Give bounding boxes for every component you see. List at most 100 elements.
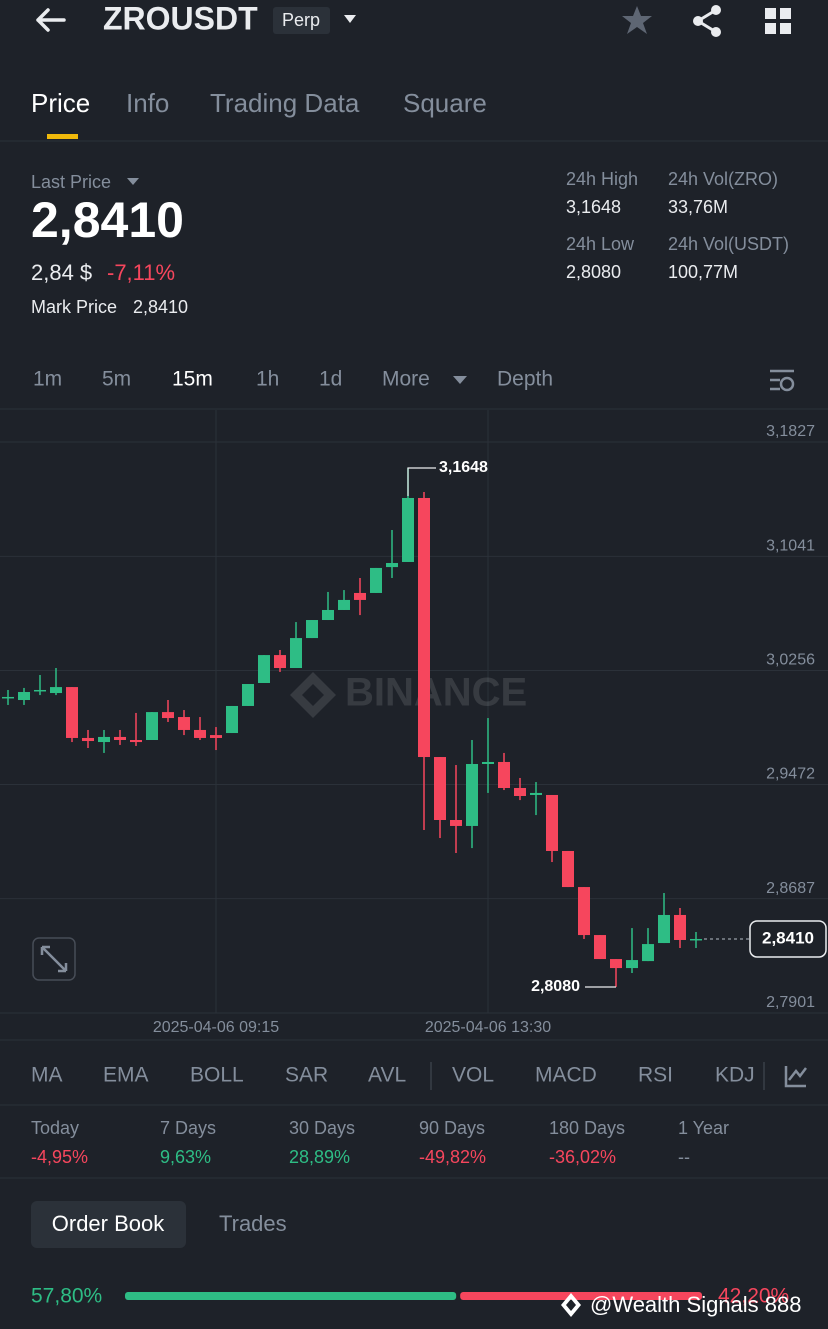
price-change: -7,11%: [107, 260, 175, 285]
chart-settings-icon[interactable]: [770, 369, 795, 392]
candle-body: [658, 914, 670, 944]
candle-body: [690, 938, 702, 941]
candle-body: [274, 655, 286, 669]
watermark-logo: [561, 1293, 581, 1317]
badge-bg: [273, 7, 330, 34]
book-tab[interactable]: Order Book: [52, 1211, 165, 1236]
candle-body: [162, 712, 174, 719]
period-change: --: [678, 1147, 690, 1167]
candle-body: [450, 819, 462, 826]
interval[interactable]: 15m: [172, 368, 213, 391]
candle-body: [258, 655, 270, 683]
period: 30 Days: [289, 1118, 355, 1138]
candle-body: [498, 761, 510, 789]
sell-bar: [460, 1292, 702, 1300]
last-price-tag-label: 2,8410: [762, 928, 814, 947]
share-icon[interactable]: [693, 5, 721, 37]
interval[interactable]: Depth: [497, 368, 553, 391]
candle-body: [594, 935, 606, 960]
tab[interactable]: Square: [403, 88, 487, 118]
period-change: 28,89%: [289, 1147, 350, 1167]
candle-body: [466, 764, 478, 826]
last-price-tag: [749, 920, 827, 958]
indicator[interactable]: VOL: [452, 1064, 494, 1087]
interval[interactable]: 1m: [33, 368, 62, 391]
expand-icon: [40, 945, 68, 973]
period-change: -4,95%: [31, 1147, 88, 1167]
share-lines: [695, 8, 717, 34]
candle-body: [306, 620, 318, 639]
grid-cell: [780, 23, 791, 34]
indicator[interactable]: KDJ: [715, 1064, 755, 1087]
mark-price-label: Mark Price: [31, 297, 117, 317]
period: Today: [31, 1118, 79, 1138]
candle-body: [290, 638, 302, 669]
candle-body: [354, 592, 366, 600]
candle-body: [482, 761, 494, 765]
book-tab[interactable]: Trades: [219, 1211, 287, 1236]
y-tick-label: 3,1041: [766, 538, 815, 555]
candle-body: [194, 729, 206, 738]
symbol-dropdown[interactable]: [344, 15, 356, 23]
candle-body: [370, 567, 382, 593]
tab[interactable]: Trading Data: [210, 88, 360, 118]
last-price: 2,8410: [31, 192, 184, 248]
last-price-label: Last Price: [31, 172, 111, 192]
indicator[interactable]: SAR: [285, 1064, 328, 1087]
y-tick-label: 3,0256: [766, 652, 815, 669]
candle-body: [322, 609, 334, 621]
indicator-settings-icon[interactable]: [784, 1066, 807, 1088]
chart-watermark: BINANCE: [290, 671, 527, 718]
tab-underline: [47, 134, 78, 139]
candle-body: [386, 563, 398, 568]
watermark-text: BINANCE: [345, 671, 527, 715]
candle-body: [626, 960, 638, 969]
tab[interactable]: Price: [31, 88, 90, 118]
candle-body: [34, 689, 46, 692]
interval[interactable]: 1d: [319, 368, 342, 391]
y-tick-label: 2,9472: [766, 766, 815, 783]
candle-body: [146, 712, 158, 741]
sell-ratio: 42,20%: [718, 1285, 789, 1308]
low-label: 2,8080: [531, 978, 580, 995]
candle-body: [642, 944, 654, 962]
candle-body: [562, 850, 574, 888]
stat-label: 24h Low: [566, 234, 635, 254]
period: 180 Days: [549, 1118, 625, 1138]
period-change: -36,02%: [549, 1147, 616, 1167]
tab[interactable]: Info: [126, 88, 169, 118]
interval[interactable]: More: [382, 368, 430, 391]
indicator[interactable]: BOLL: [190, 1064, 244, 1087]
stat-value: 100,77M: [668, 262, 738, 282]
high-label: 3,1648: [439, 459, 488, 476]
buy-ratio: 57,80%: [31, 1285, 102, 1308]
indicator[interactable]: MA: [31, 1064, 63, 1087]
candle-body: [418, 497, 430, 758]
stat-label: 24h High: [566, 169, 638, 189]
stat-value: 33,76M: [668, 197, 728, 217]
candle-body: [210, 735, 222, 738]
grid-icon[interactable]: [765, 8, 791, 34]
stat-label: 24h Vol(USDT): [668, 234, 789, 254]
candle-body: [66, 687, 78, 738]
favorite-icon[interactable]: [622, 6, 652, 34]
indicator[interactable]: AVL: [368, 1064, 406, 1087]
last-price-dropdown[interactable]: [127, 178, 139, 185]
indicator[interactable]: MACD: [535, 1064, 597, 1087]
interval[interactable]: 1h: [256, 368, 279, 391]
candle-body: [338, 599, 350, 610]
indicator[interactable]: RSI: [638, 1064, 673, 1087]
more-dropdown[interactable]: [453, 376, 467, 384]
back-button[interactable]: [36, 8, 66, 32]
interval[interactable]: 5m: [102, 368, 131, 391]
x-tick-label: 2025-04-06 13:30: [425, 1019, 551, 1036]
candle-body: [546, 794, 558, 851]
mark-price: 2,8410: [133, 297, 188, 317]
indicator[interactable]: EMA: [103, 1064, 149, 1087]
candle-body: [2, 696, 14, 699]
candle-body: [242, 684, 254, 706]
settings-gear: [779, 376, 795, 392]
order-book-tab-bg: [31, 1201, 186, 1248]
